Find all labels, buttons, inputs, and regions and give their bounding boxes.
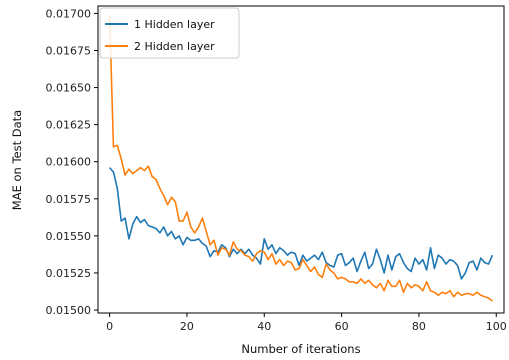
y-tick-label: 0.01525 <box>46 267 92 280</box>
legend-label-series-2: 2 Hidden layer <box>134 40 215 53</box>
x-tick-label: 80 <box>412 320 426 333</box>
x-tick-label: 60 <box>335 320 349 333</box>
series-line-1 <box>108 167 494 280</box>
series-layer <box>108 14 494 302</box>
x-tick-label: 20 <box>180 320 194 333</box>
x-axis: 0 20 40 60 80 100 <box>106 313 507 333</box>
y-tick-label: 0.01625 <box>46 119 92 132</box>
y-tick-label: 0.01550 <box>46 230 92 243</box>
y-tick-label: 0.01700 <box>46 7 92 20</box>
x-tick-label: 0 <box>106 320 113 333</box>
x-axis-label: Number of iterations <box>241 342 360 356</box>
y-tick-label: 0.01650 <box>46 82 92 95</box>
y-tick-label: 0.01500 <box>46 304 92 317</box>
x-tick-label: 40 <box>257 320 271 333</box>
y-axis-label: MAE on Test Data <box>10 110 24 210</box>
y-tick-label: 0.01600 <box>46 156 92 169</box>
legend-box <box>99 7 240 59</box>
y-axis: 0.01500 0.01525 0.01550 0.01575 0.01600 0.016… <box>46 7 98 317</box>
series-line-2 <box>108 14 493 302</box>
x-tick-label: 100 <box>486 320 507 333</box>
y-tick-label: 0.01575 <box>46 193 92 206</box>
y-tick-label: 0.01675 <box>46 44 92 57</box>
legend: 1 Hidden layer 2 Hidden layer <box>99 7 240 59</box>
plot-frame <box>97 5 505 314</box>
legend-label-series-1: 1 Hidden layer <box>134 18 215 31</box>
